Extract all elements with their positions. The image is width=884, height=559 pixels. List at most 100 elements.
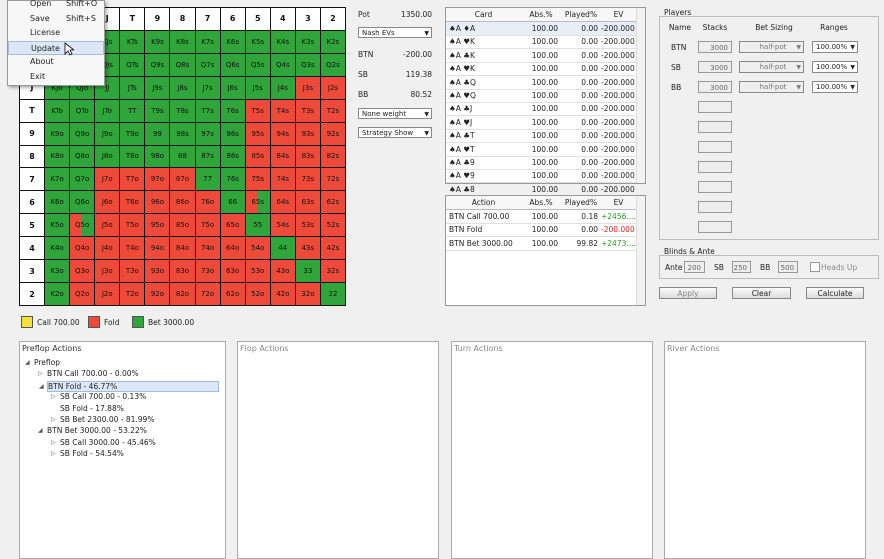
tree-node[interactable]: ◢ BTN Fold - 46.77%: [39, 380, 219, 392]
range-cell[interactable]: 66: [220, 191, 245, 214]
range-cell[interactable]: 33: [295, 260, 320, 283]
menu-item-open[interactable]: Open Shift+O: [8, 0, 104, 11]
range-cell[interactable]: 54s: [270, 214, 295, 237]
range-cell[interactable]: T2o: [120, 283, 145, 305]
player-stack-input-empty[interactable]: [698, 121, 732, 133]
range-cell[interactable]: 88: [170, 145, 195, 168]
player-range-dropdown[interactable]: 100.00% ▼: [812, 41, 858, 53]
range-cell[interactable]: T4s: [270, 99, 295, 122]
range-cell[interactable]: T6s: [220, 99, 245, 122]
range-cell[interactable]: 76o: [195, 191, 220, 214]
range-cell[interactable]: Q5s: [245, 53, 270, 76]
column-header[interactable]: Card: [474, 10, 493, 19]
range-cell[interactable]: T5o: [120, 214, 145, 237]
range-cell[interactable]: K9o: [45, 122, 70, 145]
expanded-arrow-icon[interactable]: ◢: [38, 427, 43, 435]
range-cell[interactable]: 97s: [195, 122, 220, 145]
blind-sb-input[interactable]: 250: [732, 261, 751, 273]
expanded-arrow-icon[interactable]: ◢: [25, 359, 30, 366]
table-row[interactable]: ♠A ♣9 100.00 0.00 -200.000: [446, 156, 636, 170]
range-cell[interactable]: 84s: [270, 145, 295, 168]
table-row[interactable]: ♠A ♥J 100.00 0.00 -200.000: [446, 116, 636, 130]
player-stack-input[interactable]: 3000: [698, 41, 732, 53]
range-cell[interactable]: 53o: [245, 260, 270, 283]
range-cell[interactable]: 32s: [320, 260, 345, 283]
column-header[interactable]: Abs.%: [529, 10, 553, 19]
table-row[interactable]: ♠A ♥K 100.00 0.00 -200.000: [446, 62, 636, 77]
tree-node[interactable]: ▷ BTN Call 700.00 - 0.00%: [38, 369, 139, 378]
range-cell[interactable]: J3s: [295, 76, 320, 99]
range-cell[interactable]: Q4s: [270, 53, 295, 76]
range-cell[interactable]: K6s: [220, 30, 245, 53]
range-cell[interactable]: JTs: [120, 76, 145, 99]
range-cell[interactable]: 95s: [245, 122, 270, 145]
table-row[interactable]: ♠A ♥9 100.00 0.00 -200.000: [446, 169, 636, 184]
tree-node[interactable]: ▷ SB Call 700.00 - 0.13%: [51, 392, 146, 401]
range-cell[interactable]: J5o: [95, 214, 120, 237]
range-cell[interactable]: 96s: [220, 122, 245, 145]
range-cell[interactable]: 52o: [245, 283, 270, 305]
range-cell[interactable]: 42s: [320, 237, 345, 260]
player-bet-sizing-dropdown[interactable]: half-pot ▼: [739, 81, 804, 93]
range-cell[interactable]: 97o: [145, 168, 170, 191]
table-row[interactable]: ♠A ♣K 100.00 0.00 -200.000: [446, 49, 636, 63]
player-bet-sizing-dropdown[interactable]: half-pot ▼: [739, 41, 804, 53]
range-cell[interactable]: T5s: [245, 99, 270, 122]
range-cell[interactable]: 22: [320, 283, 345, 305]
range-cell[interactable]: K7s: [195, 30, 220, 53]
range-cell[interactable]: KTs: [120, 30, 145, 53]
range-cell[interactable]: 75s: [245, 168, 270, 191]
range-cell[interactable]: K8o: [45, 145, 70, 168]
range-cell[interactable]: J4o: [95, 237, 120, 260]
range-cell[interactable]: 82o: [170, 283, 195, 305]
tree-node[interactable]: ▷ SB Bet 2300.00 - 81.99%: [51, 415, 154, 424]
range-cell[interactable]: 87s: [195, 145, 220, 168]
range-cell[interactable]: 99: [145, 122, 170, 145]
range-cell[interactable]: 75o: [195, 214, 220, 237]
table-row[interactable]: ♠A ♥K 100.00 0.00 -200.000: [446, 35, 636, 50]
range-cell[interactable]: 63o: [220, 260, 245, 283]
range-cell[interactable]: 72o: [195, 283, 220, 305]
range-cell[interactable]: 93s: [295, 122, 320, 145]
range-cell[interactable]: 74s: [270, 168, 295, 191]
range-cell[interactable]: 72s: [320, 168, 345, 191]
range-cell[interactable]: J8s: [170, 76, 195, 99]
range-cell[interactable]: T8o: [120, 145, 145, 168]
range-cell[interactable]: 55: [245, 214, 270, 237]
collapsed-arrow-icon[interactable]: ▷: [38, 370, 43, 378]
menu-item-exit[interactable]: Exit: [8, 70, 104, 84]
table-row[interactable]: ♠A ♥T 100.00 0.00 -200.000: [446, 143, 636, 157]
collapsed-arrow-icon[interactable]: ▷: [51, 393, 56, 401]
range-cell[interactable]: K4s: [270, 30, 295, 53]
range-cell[interactable]: QTo: [70, 99, 95, 122]
range-cell[interactable]: J2s: [320, 76, 345, 99]
range-cell[interactable]: 94s: [270, 122, 295, 145]
range-cell[interactable]: 77: [195, 168, 220, 191]
range-cell[interactable]: K8s: [170, 30, 195, 53]
range-cell[interactable]: 83o: [170, 260, 195, 283]
table-row[interactable]: ♠A ♦A 100.00 0.00 -200.000: [446, 22, 636, 36]
range-cell[interactable]: 95o: [145, 214, 170, 237]
range-cell[interactable]: J6o: [95, 191, 120, 214]
range-cell[interactable]: 32o: [295, 283, 320, 305]
range-cell[interactable]: TT: [120, 99, 145, 122]
range-cell[interactable]: T3s: [295, 99, 320, 122]
column-header[interactable]: EV: [613, 10, 624, 19]
range-cell[interactable]: Q7s: [195, 53, 220, 76]
range-cell[interactable]: Q9s: [145, 53, 170, 76]
collapsed-arrow-icon[interactable]: ▷: [51, 450, 56, 458]
range-cell[interactable]: Q6s: [220, 53, 245, 76]
range-cell[interactable]: 85s: [245, 145, 270, 168]
range-cell[interactable]: 54o: [245, 237, 270, 260]
headsup-checkbox[interactable]: [810, 262, 820, 272]
range-cell[interactable]: J8o: [95, 145, 120, 168]
range-cell[interactable]: T7s: [195, 99, 220, 122]
range-cell[interactable]: J9s: [145, 76, 170, 99]
table-row[interactable]: BTN Bet 3000.00 100.00 99.82 +2473....: [446, 237, 636, 251]
range-cell[interactable]: Q5o: [70, 214, 95, 237]
player-stack-input-empty[interactable]: [698, 181, 732, 193]
range-cell[interactable]: 53s: [295, 214, 320, 237]
card-table-scrollbar[interactable]: [636, 8, 645, 183]
table-row[interactable]: ♠A ♣J 100.00 0.00 -200.000: [446, 102, 636, 117]
table-row[interactable]: ♠A ♣T 100.00 0.00 -200.000: [446, 129, 636, 144]
